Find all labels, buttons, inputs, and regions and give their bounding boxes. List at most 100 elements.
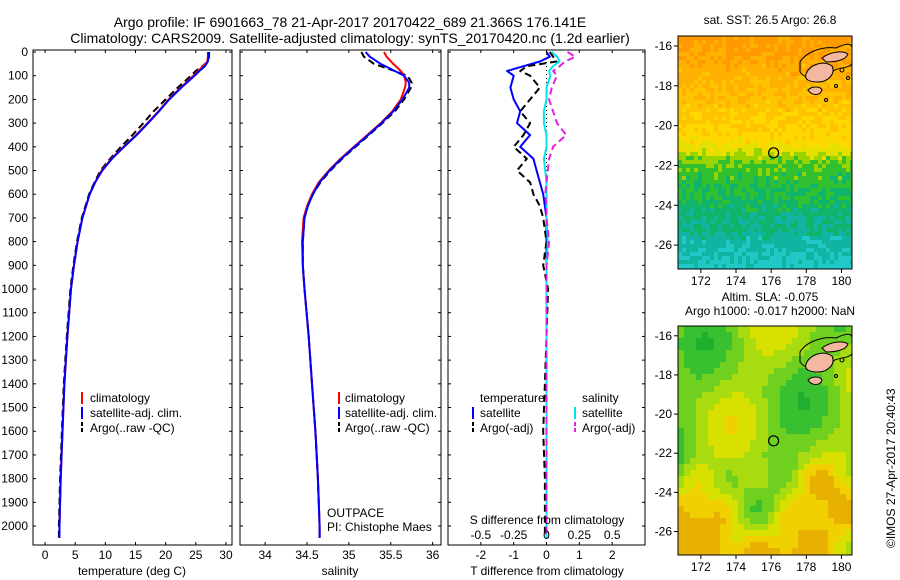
sst-cell [774,88,779,93]
sst-cell [842,172,847,177]
sst-cell [706,148,711,153]
sla-cell [834,470,841,477]
sla-cell [756,386,763,393]
sst-cell [726,168,731,173]
sst-cell [698,136,703,141]
sst-cell [834,100,839,105]
sst-cell [802,112,807,117]
sla-cell [696,368,703,375]
sst-cell [782,180,787,185]
sst-cell [734,120,739,125]
sla-cell [798,404,805,411]
sst-cell [758,44,763,49]
sla-cell [816,464,823,471]
sst-cell [734,196,739,201]
sla-cell [756,380,763,387]
sst-cell [758,140,763,145]
sla-cell [768,380,775,387]
sla-cell [732,542,739,549]
sla-cell [696,380,703,387]
sst-cell [730,56,735,61]
sla-cell [744,506,751,513]
sst-cell [690,72,695,77]
sst-cell [694,96,699,101]
sst-cell [766,76,771,81]
sst-cell [734,80,739,85]
sst-cell [698,152,703,157]
sla-cell [768,338,775,345]
sst-cell [842,96,847,101]
sst-cell [830,108,835,113]
sst-cell [738,44,743,49]
sla-cell [738,344,745,351]
sst-cell [842,156,847,161]
sla-cell [780,362,787,369]
sla-cell [834,500,841,507]
depth-tick-label: 1600 [1,424,28,438]
sst-cell [690,260,695,265]
sst-cell [694,124,699,129]
sla-cell [756,524,763,531]
sst-cell [782,80,787,85]
sst-cell [754,248,759,253]
sst-cell [770,200,775,205]
sla-cell [774,482,781,489]
sst-cell [746,132,751,137]
sla-cell [762,356,769,363]
sst-cell [850,200,852,205]
sla-cell [846,344,852,351]
sla-cell [774,452,781,459]
sst-cell [762,52,767,57]
sst-cell [766,44,771,49]
sst-cell [742,52,747,57]
sst-cell [774,112,779,117]
sst-cell [758,92,763,97]
sst-cell [722,148,727,153]
sla-cell [696,350,703,357]
sst-cell [730,48,735,53]
sst-cell [782,228,787,233]
sst-cell [678,128,683,133]
sla-cell [780,434,787,441]
sst-cell [722,68,727,73]
sst-cell [810,184,815,189]
sst-cell [710,36,715,41]
sst-cell [790,120,795,125]
sla-cell [774,488,781,495]
sst-cell [806,140,811,145]
sst-cell [850,140,852,145]
sst-cell [782,104,787,109]
sst-cell [774,148,779,153]
sst-cell [746,52,751,57]
sla-cell [732,326,739,333]
sst-cell [730,228,735,233]
sst-cell [826,164,831,169]
sla-cell [828,422,835,429]
sst-cell [786,120,791,125]
sla-cell [846,494,852,501]
sst-cell [806,44,811,49]
sla-cell [696,470,703,477]
sst-cell [686,240,691,245]
sst-cell [826,216,831,221]
sst-cell [738,100,743,105]
sst-cell [786,112,791,117]
sst-cell [822,160,827,165]
sla-cell [834,494,841,501]
sst-cell [738,112,743,117]
sst-cell [746,92,751,97]
depth-tick-label: 1200 [1,329,28,343]
sst-cell [710,100,715,105]
sst-cell [766,36,771,41]
sst-cell [790,52,795,57]
sst-cell [782,40,787,45]
legend-sal-satellite-label: satellite [582,406,623,420]
sst-cell [814,104,819,109]
sst-cell [778,184,783,189]
sla-cell [840,494,847,501]
sst-cell [794,100,799,105]
sst-cell [762,228,767,233]
sst-cell [710,200,715,205]
sst-cell [686,44,691,49]
sla-cell [702,470,709,477]
